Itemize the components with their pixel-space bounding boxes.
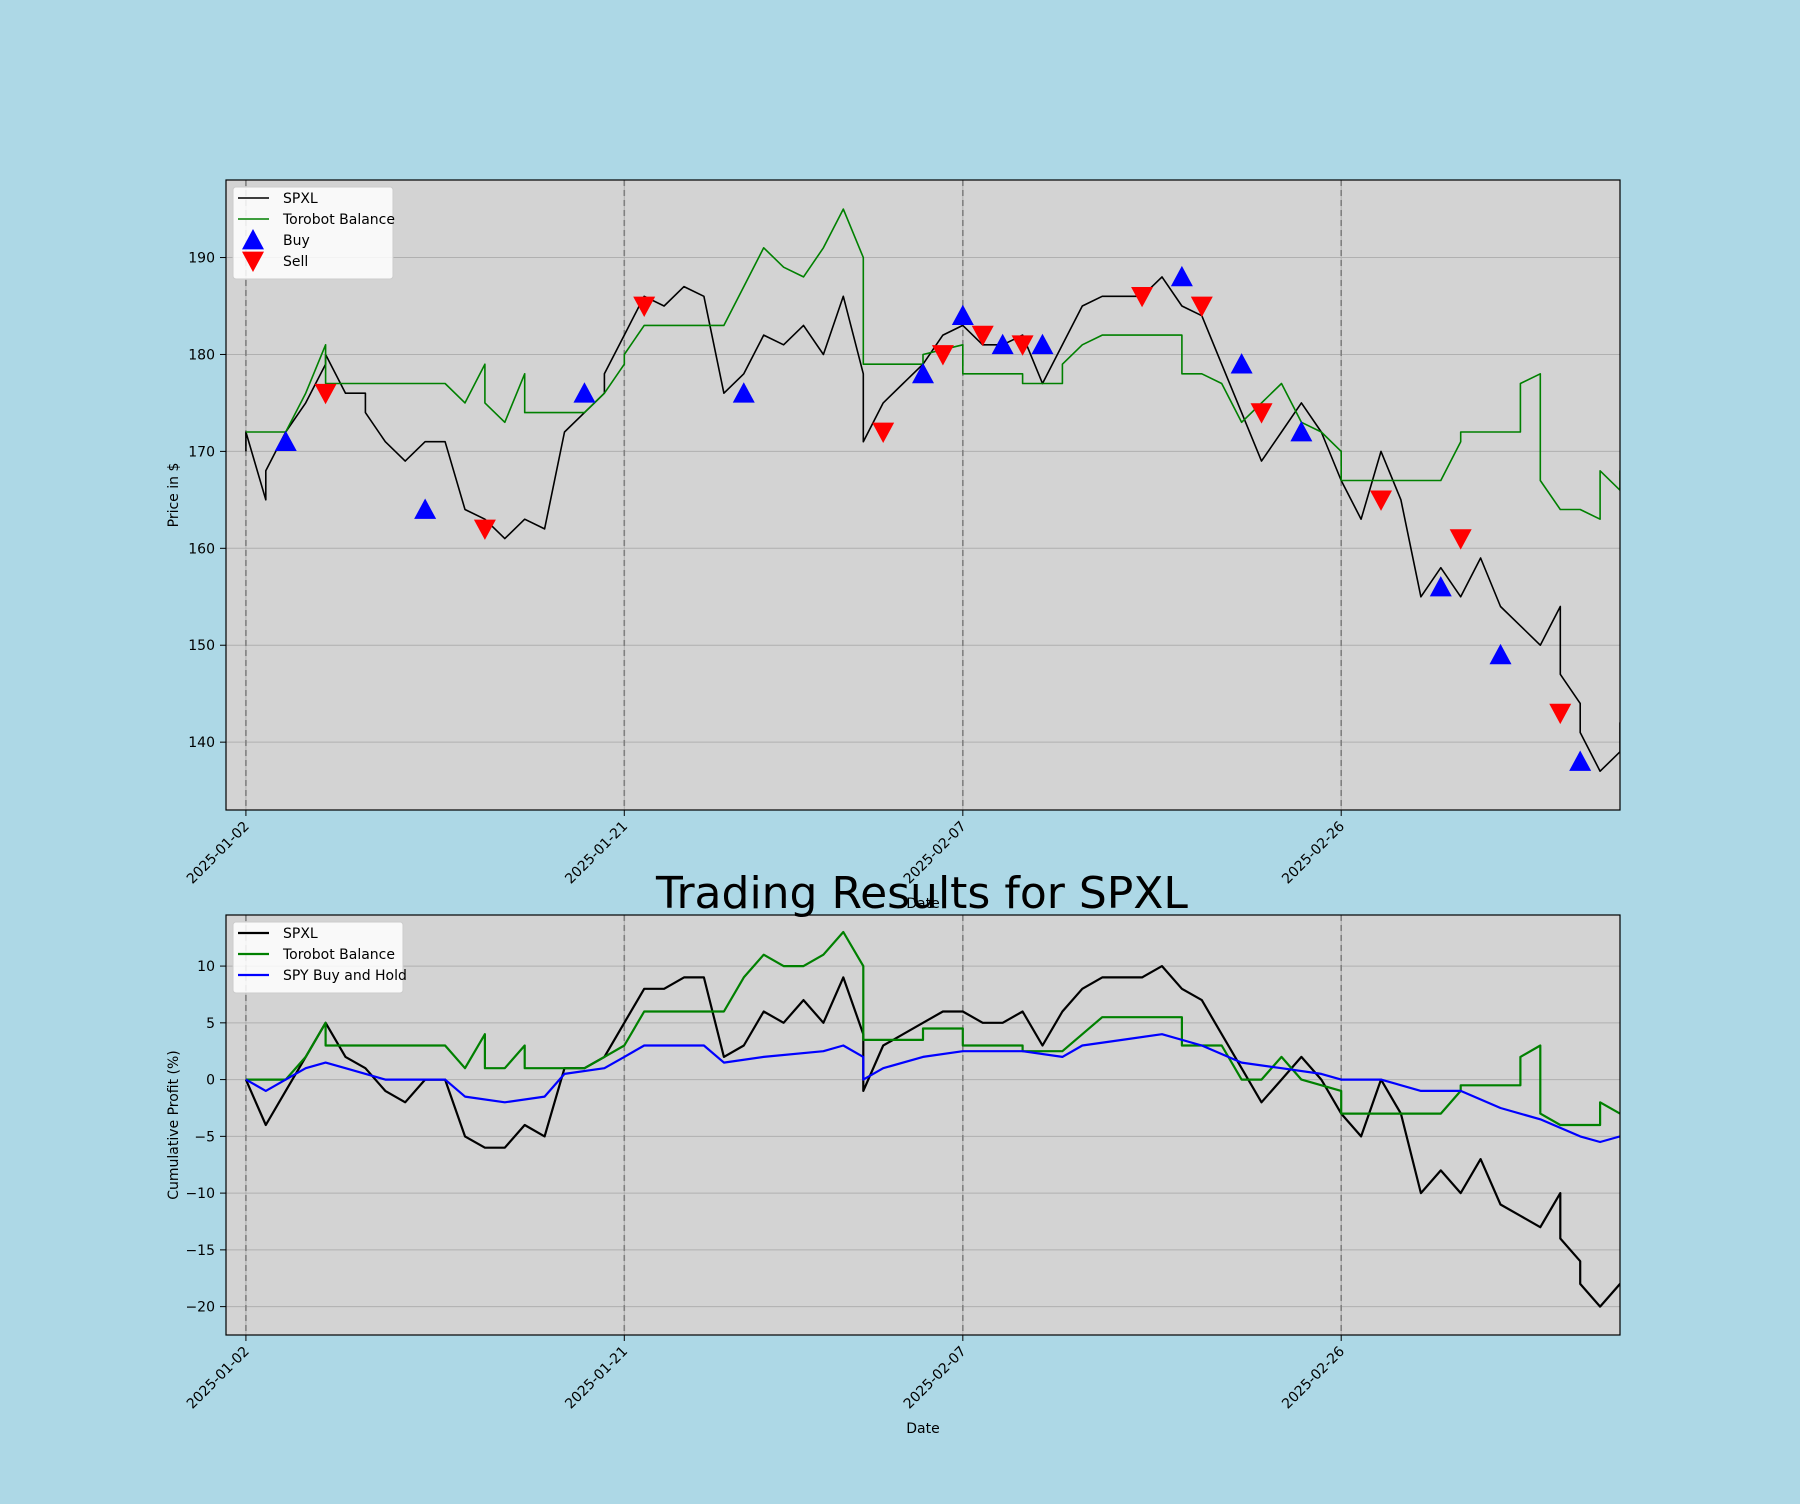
sell-marker — [633, 296, 656, 317]
plot-series-group — [245, 208, 1620, 773]
y-tick-label: 150 — [188, 638, 215, 654]
buy-marker — [274, 430, 297, 452]
sell-marker — [1549, 703, 1572, 725]
buy-marker — [1489, 643, 1512, 665]
plot-area — [226, 915, 1620, 1335]
legend-label: Torobot Balance — [282, 212, 395, 228]
buy-marker — [732, 382, 755, 403]
legend-label: Sell — [283, 254, 308, 270]
legend: SPXL Torobot Balance Buy Sell — [232, 186, 395, 280]
y-tick-label: −5 — [194, 1129, 215, 1145]
buy-marker — [1230, 353, 1253, 374]
sell-marker — [1449, 529, 1472, 550]
legend-label: SPXL — [283, 191, 318, 207]
buy-marker — [414, 498, 437, 519]
y-tick-label: 10 — [197, 959, 215, 975]
legend-swatch-sell — [242, 251, 264, 272]
y-axis-label: Cumulative Profit (%) — [166, 1050, 182, 1200]
series-line-torobot-balance — [245, 930, 1620, 1127]
y-tick-label: 160 — [188, 541, 215, 557]
sell-marker — [314, 383, 337, 405]
buy-marker — [1569, 750, 1592, 771]
buy-marker — [951, 304, 974, 326]
series-line-spxl — [245, 276, 1620, 773]
figure-title: Trading Results for SPXL — [655, 868, 1188, 919]
buy-marker — [1170, 265, 1193, 287]
sell-marker — [1190, 296, 1213, 317]
y-axis-label: Price in $ — [166, 463, 182, 528]
y-tick-label: −10 — [185, 1186, 215, 1202]
sell-marker — [1011, 335, 1034, 356]
sell-marker — [473, 519, 496, 540]
legend-box — [232, 186, 394, 280]
buy-marker — [1290, 421, 1313, 442]
y-tick-label: 5 — [206, 1016, 215, 1032]
legend-swatch-buy — [242, 229, 264, 250]
y-tick-label: 170 — [188, 444, 215, 460]
sell-marker — [1370, 490, 1393, 511]
buy-marker — [1429, 576, 1452, 597]
y-tick-label: 0 — [206, 1073, 215, 1089]
series-line-torobot-balance — [245, 208, 1620, 521]
y-tick-label: 190 — [188, 251, 215, 267]
buy-marker — [912, 362, 934, 384]
sell-marker — [1131, 286, 1154, 308]
plot-frame — [225, 179, 1621, 811]
legend-label: SPXL — [283, 926, 318, 942]
buy-marker — [1031, 333, 1054, 355]
series-line-spxl — [244, 964, 1620, 1308]
buy-marker — [991, 333, 1014, 355]
legend: SPXL Torobot Balance SPY Buy and Hold — [232, 921, 407, 994]
x-axis-label: Date — [906, 1421, 939, 1437]
legend-label: Buy — [283, 233, 310, 249]
legend-label: Torobot Balance — [282, 947, 395, 963]
y-tick-label: −20 — [185, 1300, 215, 1316]
x-axis-label: Date — [906, 896, 939, 912]
y-tick-label: 180 — [188, 347, 215, 363]
legend-box — [232, 921, 404, 994]
legend-label: SPY Buy and Hold — [283, 968, 407, 984]
y-tick-label: −15 — [185, 1243, 215, 1259]
plot-series-group — [244, 930, 1620, 1308]
sell-marker — [931, 345, 954, 366]
sell-marker — [872, 422, 895, 443]
sell-marker — [1250, 403, 1273, 424]
y-tick-label: 140 — [188, 735, 215, 751]
sell-marker — [971, 325, 994, 347]
buy-marker — [573, 382, 596, 403]
plot-frame — [225, 914, 1621, 1336]
plot-area — [226, 180, 1620, 810]
series-line-spy-buy-and-hold — [245, 1033, 1620, 1144]
